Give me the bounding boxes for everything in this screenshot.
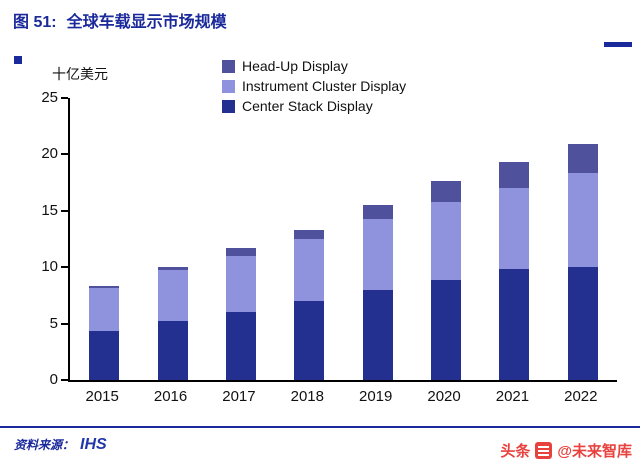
decorative-dash [604, 42, 632, 47]
legend-label: Center Stack Display [242, 98, 373, 114]
y-tick-mark [61, 97, 68, 99]
bar-segment [499, 269, 530, 380]
bar-column [480, 98, 548, 380]
legend-item: Center Stack Display [222, 98, 406, 114]
bar-column [138, 98, 206, 380]
bar-segment [157, 321, 188, 380]
bar-segment [89, 331, 120, 380]
y-tick-label: 20 [41, 145, 58, 163]
watermark: 头条 @未来智库 [500, 440, 632, 461]
legend-item: Instrument Cluster Display [222, 78, 406, 94]
y-tick-label: 10 [41, 258, 58, 276]
bar-segment [431, 280, 462, 380]
y-tick-mark [61, 266, 68, 269]
bar-segment [431, 181, 462, 202]
bars-container [70, 98, 617, 380]
bar-segment [362, 290, 393, 380]
bar-segment [567, 267, 598, 380]
x-tick-label: 2019 [359, 388, 393, 405]
bar-column [344, 98, 412, 380]
legend-swatch [222, 79, 235, 93]
legend-label: Instrument Cluster Display [242, 78, 407, 94]
y-tick-mark [61, 379, 68, 381]
bar-segment [567, 144, 598, 173]
x-tick-label: 2018 [290, 388, 324, 405]
chart-legend: Head-Up Display Instrument Cluster Displa… [222, 58, 406, 118]
figure-header: 图 51: 全球车载显示市场规模 [13, 8, 227, 32]
y-tick-label: 25 [41, 89, 58, 106]
bar-segment [294, 301, 325, 380]
bar-segment [157, 267, 188, 270]
legend-label: Head-Up Display [242, 58, 348, 74]
legend-item: Head-Up Display [222, 58, 406, 74]
y-tick-mark [61, 322, 68, 325]
x-axis-labels: 2015 2016 2017 2018 2019 2020 2021 2022 [68, 388, 615, 405]
bar-segment [89, 286, 120, 288]
source-line: 资料来源： IHS [14, 436, 107, 454]
y-tick-label: 5 [49, 314, 58, 332]
toutiao-logo-icon [535, 442, 553, 459]
legend-swatch [222, 59, 235, 73]
x-tick-label: 2020 [427, 388, 461, 405]
bar-column [70, 98, 138, 380]
figure-title: 全球车载显示市场规模 [66, 14, 227, 31]
bar-segment [294, 230, 325, 239]
y-axis-unit-label: 十亿美元 [52, 66, 108, 82]
plot-area: 0 5 10 15 20 25 [41, 89, 617, 388]
x-tick-label: 2022 [564, 388, 598, 405]
watermark-handle: @未来智库 [557, 443, 632, 460]
bar-segment [362, 205, 393, 219]
bar-column [412, 98, 480, 380]
y-tick-label: 0 [49, 371, 58, 388]
x-tick-label: 2016 [153, 388, 188, 405]
bar-segment [157, 270, 188, 321]
y-tick-label: 15 [41, 201, 58, 219]
source-value: IHS [80, 436, 107, 453]
x-tick-label: 2017 [222, 388, 256, 405]
bar-segment [431, 202, 462, 280]
x-tick-label: 2015 [85, 388, 119, 405]
bar-segment [225, 248, 256, 256]
bar-column [207, 98, 275, 380]
bar-column [549, 98, 617, 380]
footer-divider [0, 426, 640, 428]
bar-segment [499, 162, 530, 188]
bar-segment [567, 173, 598, 267]
bar-column [275, 98, 343, 380]
watermark-brand: 头条 [500, 443, 531, 460]
x-tick-label: 2021 [495, 388, 530, 405]
bar-segment [362, 219, 393, 290]
bar-segment [225, 256, 256, 312]
y-tick-mark [61, 153, 68, 156]
bar-segment [89, 288, 120, 331]
figure-number: 图 51: [13, 14, 57, 31]
bar-segment [225, 312, 256, 380]
y-tick-mark [61, 209, 68, 212]
legend-swatch [222, 99, 235, 113]
source-label: 资料来源： [14, 438, 75, 452]
bar-segment [499, 188, 530, 269]
bar-segment [294, 239, 325, 301]
decorative-square [14, 56, 22, 64]
